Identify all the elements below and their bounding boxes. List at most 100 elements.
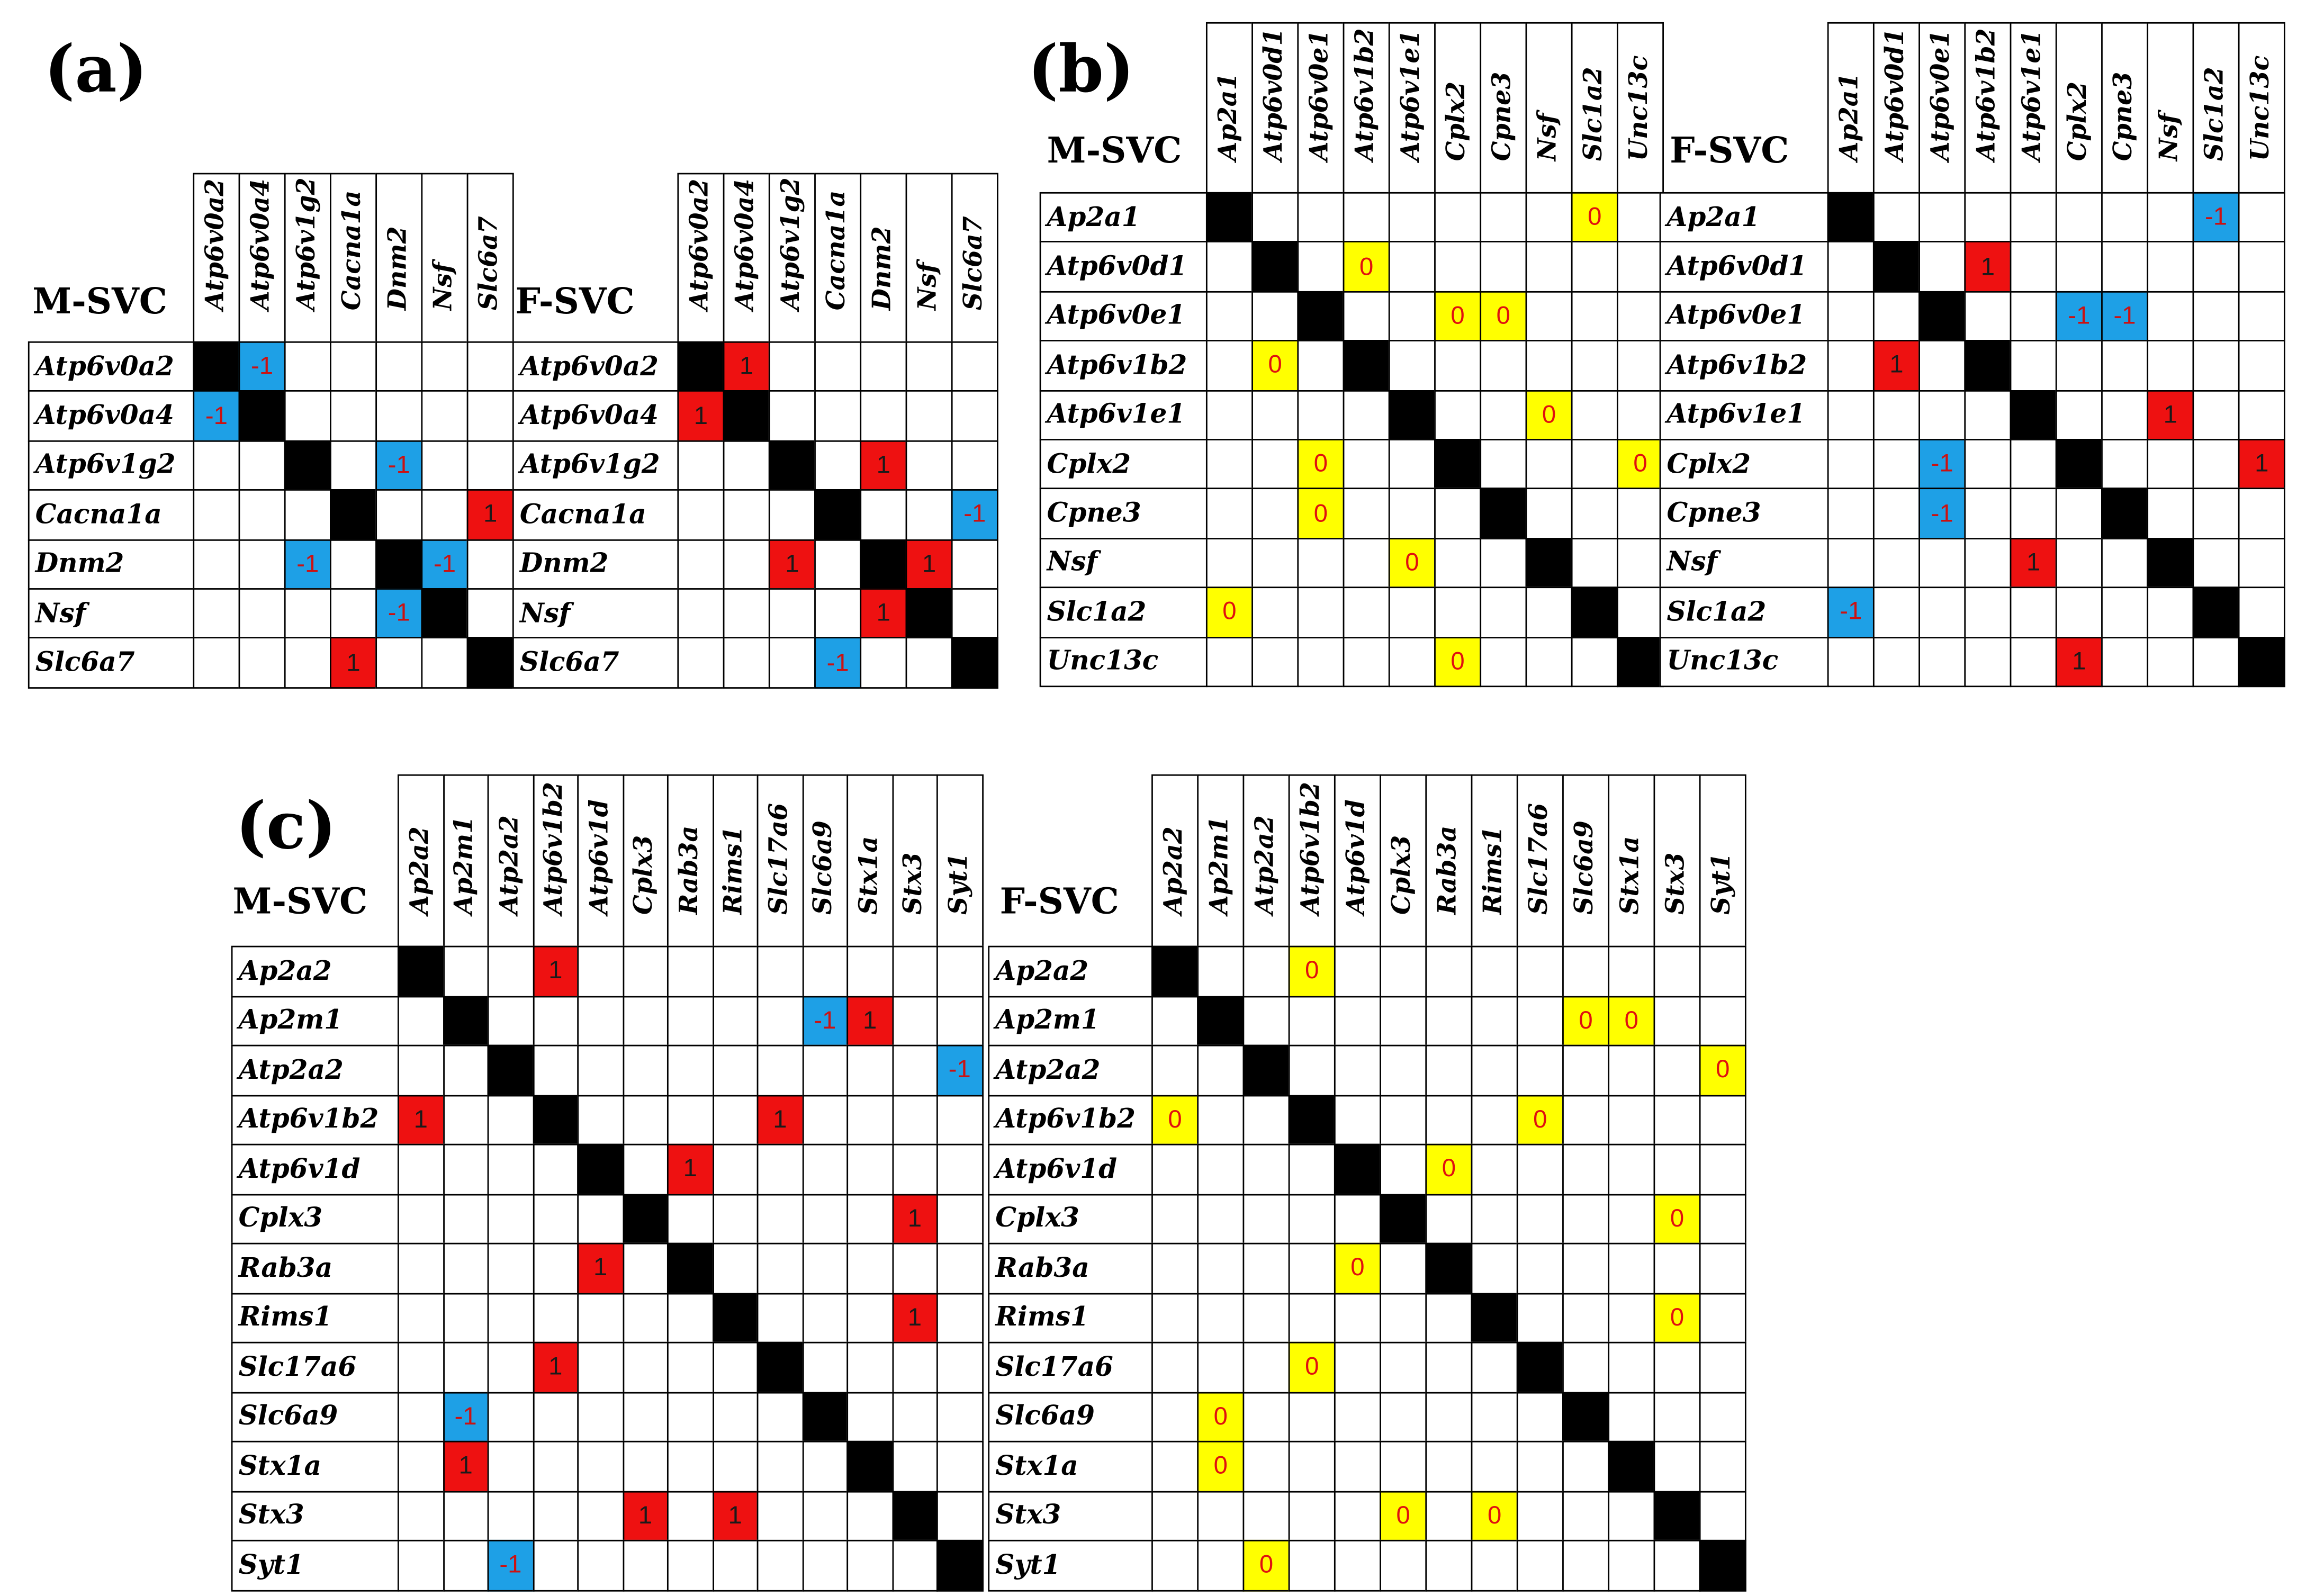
matrix-cell xyxy=(1608,1242,1655,1294)
column-header-label: Atp6v1b2 xyxy=(1296,782,1326,915)
matrix-cell xyxy=(1699,945,1746,997)
column-header: Cplx2 xyxy=(1434,22,1482,194)
matrix-cell xyxy=(532,1193,579,1245)
matrix-cell xyxy=(1334,1094,1381,1146)
column-header: Atp6v1b2 xyxy=(1288,774,1336,948)
matrix-cell xyxy=(711,945,759,997)
diagonal-cell xyxy=(1297,291,1345,342)
matrix-cell xyxy=(577,1044,624,1096)
matrix-cell xyxy=(801,1490,849,1541)
matrix-cell xyxy=(1872,192,1920,243)
matrix-cell xyxy=(1872,389,1920,440)
column-header-label: Atp6v0a4 xyxy=(246,178,276,311)
column-header-label: Rims1 xyxy=(1479,826,1509,915)
matrix-cell xyxy=(1151,1193,1199,1245)
matrix-cell xyxy=(2010,291,2057,342)
matrix-cell xyxy=(622,1044,669,1096)
matrix-cell xyxy=(193,637,240,689)
matrix-cell xyxy=(666,1292,714,1343)
column-header-label: Atp6v1d xyxy=(584,799,615,915)
panel-label-b: (b) xyxy=(1028,32,1134,108)
value-cell-negative: -1 xyxy=(238,341,286,392)
matrix-cell xyxy=(238,538,286,590)
value-cell-positive: 1 xyxy=(1872,340,1920,391)
matrix-cell xyxy=(2192,389,2240,440)
column-header: Ap2a1 xyxy=(1827,22,1875,194)
matrix-cell xyxy=(1471,995,1518,1047)
row-label: Ap2m1 xyxy=(988,995,1153,1047)
panel-label-a: (a) xyxy=(44,32,148,108)
row-label: Syt1 xyxy=(988,1539,1153,1591)
matrix-cell xyxy=(905,341,953,392)
matrix-cell xyxy=(860,489,907,540)
matrix-cell xyxy=(1471,1193,1518,1245)
column-header: Atp2a2 xyxy=(487,774,534,948)
matrix-cell xyxy=(1425,1490,1473,1541)
matrix-cell xyxy=(1699,1341,1746,1393)
matrix-cell xyxy=(1571,488,1618,539)
matrix-cell xyxy=(1918,537,1966,589)
value-cell-zero: 0 xyxy=(1434,291,1482,342)
matrix-cell xyxy=(622,1143,669,1195)
row-label: Atp6v1b2 xyxy=(231,1094,399,1146)
matrix-cell xyxy=(1251,439,1299,490)
matrix-cell xyxy=(1964,389,2012,440)
value-cell-positive: 1 xyxy=(756,1094,804,1146)
column-header: Atp6v0d1 xyxy=(1251,22,1299,194)
diagonal-cell xyxy=(1151,945,1199,997)
matrix-cell xyxy=(1434,340,1482,391)
matrix-cell xyxy=(1388,241,1436,293)
matrix-cell xyxy=(891,1440,938,1492)
matrix-cell xyxy=(1516,1044,1564,1096)
column-header-label: Nsf xyxy=(1533,113,1563,161)
matrix-cell xyxy=(2192,291,2240,342)
matrix-cell xyxy=(238,637,286,689)
matrix-cell xyxy=(284,588,331,639)
matrix-cell xyxy=(1251,192,1299,243)
matrix-cell xyxy=(666,1341,714,1393)
matrix-cell xyxy=(442,1341,489,1393)
matrix-cell xyxy=(577,1341,624,1393)
matrix-cell xyxy=(1343,587,1390,638)
row-label: Atp6v1b2 xyxy=(1659,340,1829,391)
matrix-title: M-SVC xyxy=(232,879,368,923)
matrix-cell xyxy=(1334,1539,1381,1591)
matrix-cell xyxy=(1616,241,1664,293)
matrix-cell xyxy=(532,1292,579,1343)
column-header-label: Slc6a7 xyxy=(475,216,505,311)
matrix-cell xyxy=(1380,1292,1427,1343)
matrix-cell xyxy=(1297,537,1345,589)
column-header: Rims1 xyxy=(711,774,759,948)
matrix-cell xyxy=(1343,439,1390,490)
diagonal-cell xyxy=(1242,1044,1290,1096)
matrix-cell xyxy=(1197,1539,1245,1591)
matrix-cell xyxy=(1434,241,1482,293)
matrix-cell xyxy=(1562,1539,1610,1591)
row-label: Stx1a xyxy=(988,1440,1153,1492)
column-header-label: Ap2a2 xyxy=(1159,826,1189,915)
matrix-cell xyxy=(442,1539,489,1591)
panel-label-c: (c) xyxy=(236,789,337,865)
matrix-cell xyxy=(711,1391,759,1442)
matrix-cell xyxy=(860,637,907,689)
column-header-label: Cpne3 xyxy=(1488,71,1518,161)
matrix-cell xyxy=(1872,291,1920,342)
matrix-cell xyxy=(1388,587,1436,638)
matrix-cell xyxy=(397,1193,444,1245)
matrix-cell xyxy=(421,440,469,491)
matrix-cell xyxy=(1918,192,1966,243)
matrix-cell xyxy=(466,588,514,639)
matrix-cell xyxy=(1242,1391,1290,1442)
matrix-cell xyxy=(487,1242,534,1294)
row-label: Rims1 xyxy=(988,1292,1153,1343)
diagonal-cell xyxy=(1434,439,1482,490)
matrix-cell xyxy=(532,1490,579,1541)
matrix-cell xyxy=(532,1391,579,1442)
row-label: Atp6v0a4 xyxy=(28,391,195,442)
row-label: Cplx3 xyxy=(231,1193,399,1245)
matrix-cell xyxy=(2010,439,2057,490)
matrix-cell xyxy=(2101,340,2149,391)
column-header: Ap2m1 xyxy=(442,774,489,948)
value-cell-positive: 1 xyxy=(860,440,907,491)
matrix-cell xyxy=(814,538,862,590)
